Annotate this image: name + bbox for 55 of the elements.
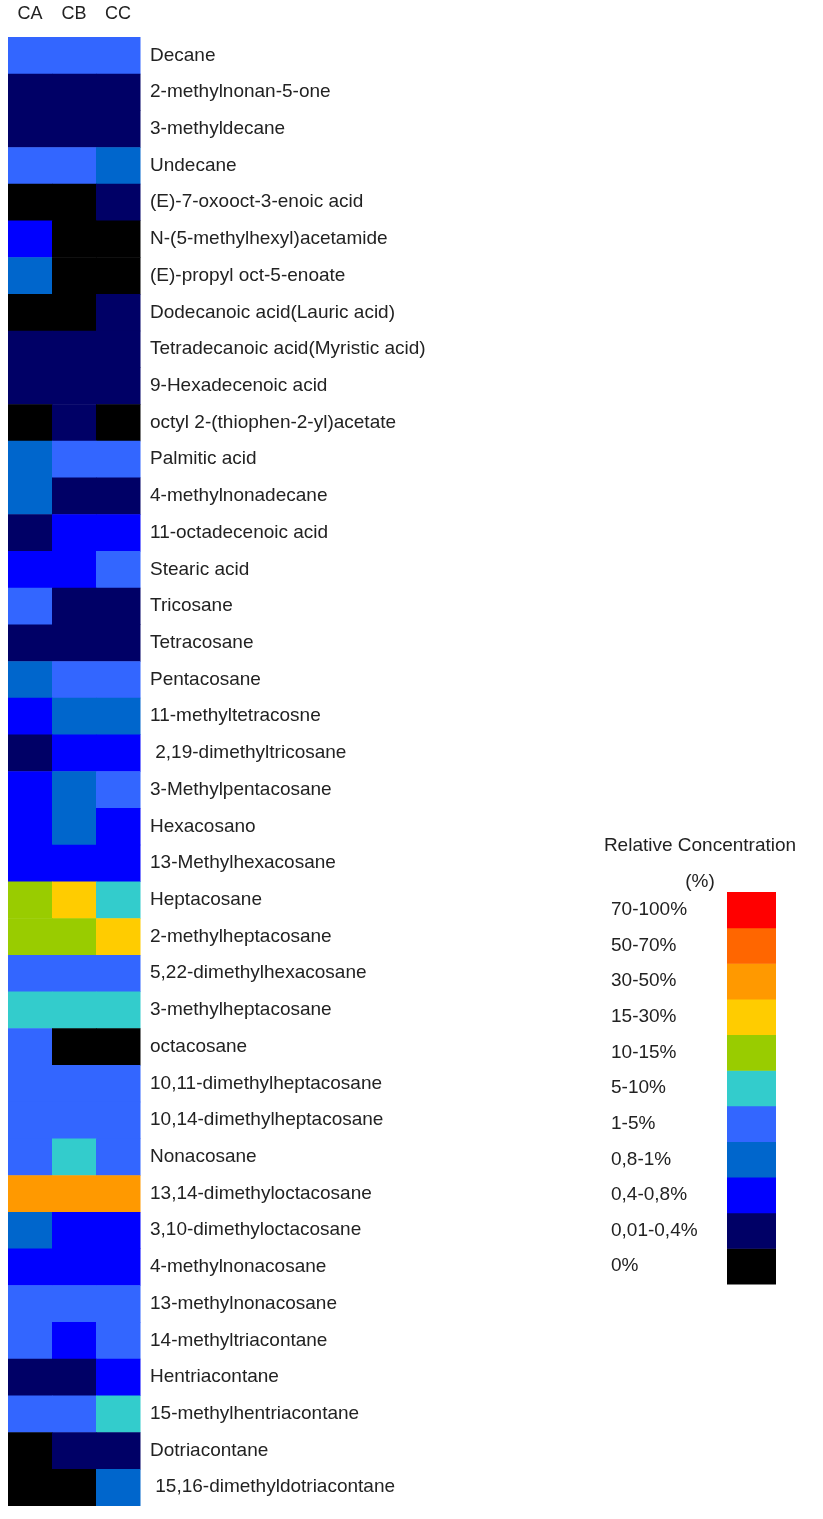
- y-tick-label: 11-methyltetracosne: [150, 704, 321, 726]
- y-tick-label: Hexacosano: [150, 814, 256, 836]
- y-tick-label: Stearic acid: [150, 557, 250, 579]
- y-tick-label: Nonacosane: [150, 1145, 257, 1167]
- y-tick-label: 10,14-dimethylheptacosane: [150, 1108, 384, 1130]
- y-tick-label: 2-methylheptacosane: [150, 924, 332, 946]
- y-tick-label: Decane: [150, 43, 216, 65]
- x-tick-label: CA: [17, 3, 43, 24]
- y-tick-label: Heptacosane: [150, 888, 262, 910]
- x-tick-label: CB: [61, 3, 87, 24]
- y-tick-label: 15,16-dimethyldotriacontane: [150, 1475, 396, 1497]
- y-tick-label: Hentriacontane: [150, 1365, 279, 1387]
- y-tick-label: octacosane: [150, 1034, 248, 1056]
- y-tick-label: 3-methyldecane: [150, 117, 286, 139]
- color-bar-label: 5-10%: [611, 1076, 667, 1098]
- y-tick-label: 5,22-dimethylhexacosane: [150, 961, 367, 983]
- y-tick-label: Pentacosane: [150, 667, 261, 689]
- color-bar-label: 10-15%: [611, 1040, 677, 1062]
- y-tick-label: Dotriacontane: [150, 1438, 269, 1460]
- y-tick-label: 13-methylnonacosane: [150, 1291, 337, 1313]
- y-tick-label: 2-methylnonan-5-one: [150, 80, 331, 102]
- y-tick-label: 15-methylhentriacontane: [150, 1402, 360, 1424]
- color-bar-label: 50-70%: [611, 933, 677, 955]
- color-bar-label: 0,01-0,4%: [611, 1218, 698, 1240]
- y-tick-label: 10,11-dimethylheptacosane: [150, 1071, 383, 1093]
- y-tick-label: 2,19-dimethyltricosane: [150, 741, 347, 763]
- y-tick-label: octyl 2-(thiophen-2-yl)acetate: [150, 410, 397, 432]
- y-tick-label: 14-methyltriacontane: [150, 1328, 328, 1350]
- y-tick-label: (E)-7-oxooct-3-enoic acid: [150, 190, 364, 212]
- x-tick-label: CC: [105, 3, 131, 24]
- y-tick-label: 4-methylnonadecane: [150, 484, 328, 506]
- y-tick-label: N-(5-methylhexyl)acetamide: [150, 227, 388, 249]
- color-bar-label: 30-50%: [611, 969, 677, 991]
- y-tick-label: 3-Methylpentacosane: [150, 777, 332, 799]
- color-bar-label: 0%: [611, 1254, 639, 1276]
- y-tick-label: Palmitic acid: [150, 447, 257, 469]
- y-tick-label: Tricosane: [150, 594, 233, 616]
- color-bar-label: 0,4-0,8%: [611, 1183, 688, 1205]
- color-bar-label: 15-30%: [611, 1004, 677, 1026]
- y-tick-label: 13,14-dimethyloctacosane: [150, 1181, 372, 1203]
- y-tick-label: 3-methylheptacosane: [150, 998, 332, 1020]
- y-tick-label: Tetracosane: [150, 631, 254, 653]
- y-tick-label: 13-Methylhexacosane: [150, 851, 336, 873]
- y-tick-label: 9-Hexadecenoic acid: [150, 374, 328, 396]
- y-tick-label: Tetradecanoic acid(Myristic acid): [150, 337, 426, 359]
- y-tick-label: 3,10-dimethyloctacosane: [150, 1218, 362, 1240]
- y-tick-label: (E)-propyl oct-5-enoate: [150, 263, 346, 285]
- y-tick-label: 4-methylnonacosane: [150, 1255, 327, 1277]
- y-tick-label: Dodecanoic acid(Lauric acid): [150, 300, 396, 322]
- color-bar-label: 1-5%: [611, 1111, 656, 1133]
- y-tick-label: Undecane: [150, 153, 237, 175]
- color-bar-label: 70-100%: [611, 898, 688, 920]
- y-tick-label: 11-octadecenoic acid: [150, 520, 329, 542]
- color-bar-title: Relative Concentration (%): [603, 834, 797, 892]
- color-bar-label: 0,8-1%: [611, 1147, 672, 1169]
